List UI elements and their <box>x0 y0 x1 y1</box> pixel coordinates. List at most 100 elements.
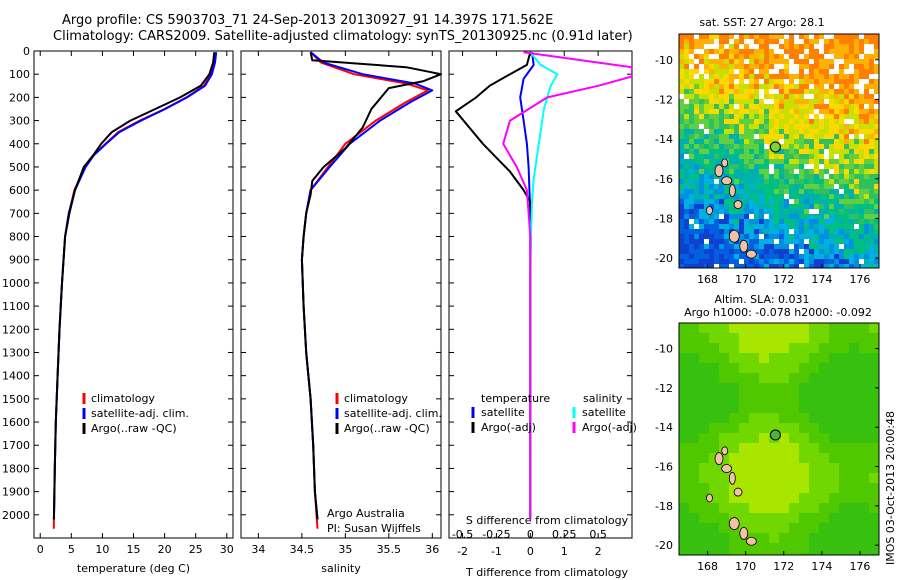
sst-map-title: sat. SST: 27 Argo: 28.1 <box>699 16 824 29</box>
temperature-ytick-label: 1400 <box>2 370 30 383</box>
diff-stick-label: -0.5 <box>452 528 473 541</box>
diff-series <box>454 51 632 520</box>
series-line-s-argo-adj- <box>502 51 632 520</box>
diff-xtick-label: 1 <box>561 545 568 558</box>
sla-map-subtitle: Argo h1000: -0.078 h2000: -0.092 <box>684 306 872 319</box>
temperature-xtick-label: 10 <box>95 543 109 556</box>
temperature-xlabel: temperature (deg C) <box>77 562 190 575</box>
sla_map-island <box>706 493 713 503</box>
annotation-line: Argo Australia <box>327 507 405 520</box>
temperature-ytick-label: 500 <box>9 161 30 174</box>
sst_map-frame <box>678 33 880 269</box>
sla_map-xtick-label: 168 <box>697 560 718 573</box>
temperature-ytick-label: 600 <box>9 184 30 197</box>
temperature-xtick-label: 5 <box>68 543 75 556</box>
sla_map-island <box>728 517 740 530</box>
legend-label: satellite <box>582 406 626 419</box>
legend-label: satellite-adj. clim. <box>91 407 189 420</box>
sla_map-island <box>745 536 757 546</box>
legend-label: climatology <box>344 392 408 405</box>
sst_map-xtick-label: 170 <box>735 273 756 286</box>
temperature-xtick-label: 20 <box>158 543 172 556</box>
legend-label: Argo(-adj) <box>582 421 637 434</box>
sla_map-ytick-label: -14 <box>655 421 673 434</box>
sst_map-ytick-label: -14 <box>655 133 673 146</box>
salinity-xlabel: salinity <box>321 562 361 575</box>
sst_map-xtick-label: 168 <box>697 273 718 286</box>
annotation-line: PI: Susan Wijffels <box>327 522 421 535</box>
sla_map-frame <box>678 322 880 556</box>
temperature-ytick-label: 900 <box>9 254 30 267</box>
sst_map-ytick-label: -18 <box>655 212 673 225</box>
legend-label: Argo(..raw -QC) <box>91 422 177 435</box>
salinity-frame <box>240 50 442 539</box>
sla_map-xtick-label: 176 <box>849 560 870 573</box>
sst_map-island <box>733 200 743 209</box>
diff-stick-label: 0.25 <box>552 528 577 541</box>
sla_map-island <box>721 446 729 456</box>
sla_map-ytick-label: -12 <box>655 382 673 395</box>
sla_map-ytick-label: -10 <box>655 343 673 356</box>
sst_map-xtick-label: 172 <box>773 273 794 286</box>
temperature-xtick-label: 15 <box>127 543 141 556</box>
sla_map-ytick-label: -18 <box>655 500 673 513</box>
temperature-ytick-label: 1300 <box>2 346 30 359</box>
sst_map-argo-marker <box>769 141 781 153</box>
legend-label: Argo(-adj) <box>481 421 536 434</box>
sla_map-argo-marker <box>769 429 781 441</box>
header-line-1: Argo profile: CS 5903703_71 24-Sep-2013 … <box>62 13 554 28</box>
sst_map-island <box>714 164 724 178</box>
legend-title: temperature <box>481 392 550 405</box>
salinity-xtick-label: 35.5 <box>377 543 402 556</box>
salinity-xtick-label: 35 <box>338 543 352 556</box>
sst_map-island <box>706 206 713 215</box>
diff-xtick-label: 0 <box>527 545 534 558</box>
series-line-argo-raw-qc- <box>300 51 442 520</box>
sla_map-xtick-label: 170 <box>735 560 756 573</box>
diff-top-label: S difference from climatology <box>466 514 629 527</box>
difference-frame <box>448 50 633 539</box>
temperature-panel: 0 5 10 15 20 25 300100200300400500600700800900… <box>2 45 234 575</box>
sla-map-title: Altim. SLA: 0.031 <box>714 293 809 306</box>
series-line-t-argo-adj- <box>454 51 532 520</box>
diff-stick-label: 0 <box>527 528 534 541</box>
header-line-2: Climatology: CARS2009. Satellite-adjuste… <box>53 29 633 44</box>
temperature-ytick-label: 800 <box>9 231 30 244</box>
legend-label: Argo(..raw -QC) <box>344 422 430 435</box>
sla_map-island <box>733 487 743 497</box>
sst_map-island <box>728 229 740 243</box>
diff-xtick-label: -2 <box>457 545 468 558</box>
temperature-ytick-label: 1800 <box>2 462 30 475</box>
temperature-ytick-label: 1600 <box>2 416 30 429</box>
sst_map-island <box>745 249 757 259</box>
salinity-xtick-label: 36 <box>425 543 439 556</box>
sst_map-island <box>739 239 749 253</box>
temperature-ytick-label: 1200 <box>2 323 30 336</box>
sst_map-ytick-label: -16 <box>655 173 673 186</box>
temperature-ytick-label: 2000 <box>2 509 30 522</box>
salinity-xtick-label: 34.5 <box>290 543 315 556</box>
temperature-ytick-label: 300 <box>9 115 30 128</box>
diff-xlabel: T difference from climatology <box>465 566 628 579</box>
sst_map-ytick-label: -12 <box>655 93 673 106</box>
temperature-ytick-label: 1500 <box>2 393 30 406</box>
salinity-xtick-label: 34 <box>251 543 265 556</box>
legend-label: climatology <box>91 392 155 405</box>
sst_map-field <box>679 34 879 268</box>
diff-stick-label: 0.5 <box>589 528 607 541</box>
sst_map-ytick-label: -20 <box>655 252 673 265</box>
temperature-ytick-label: 0 <box>23 45 30 58</box>
sla_map-ytick-label: -20 <box>655 539 673 552</box>
temperature-ytick-label: 1000 <box>2 277 30 290</box>
temperature-ytick-label: 700 <box>9 207 30 220</box>
sla_map-field <box>679 323 879 555</box>
sst-map-panel: sat. SST: 27 Argo: 28.1 168 170 172 174 176 -1… <box>655 16 880 286</box>
temperature-ytick-label: 1700 <box>2 439 30 452</box>
series-line-argo-raw-qc- <box>52 52 216 520</box>
sst_map-ytick-label: -10 <box>655 54 673 67</box>
sst_map-xtick-label: 174 <box>811 273 832 286</box>
legend-title: salinity <box>583 392 623 405</box>
sla_map-island <box>714 452 724 466</box>
